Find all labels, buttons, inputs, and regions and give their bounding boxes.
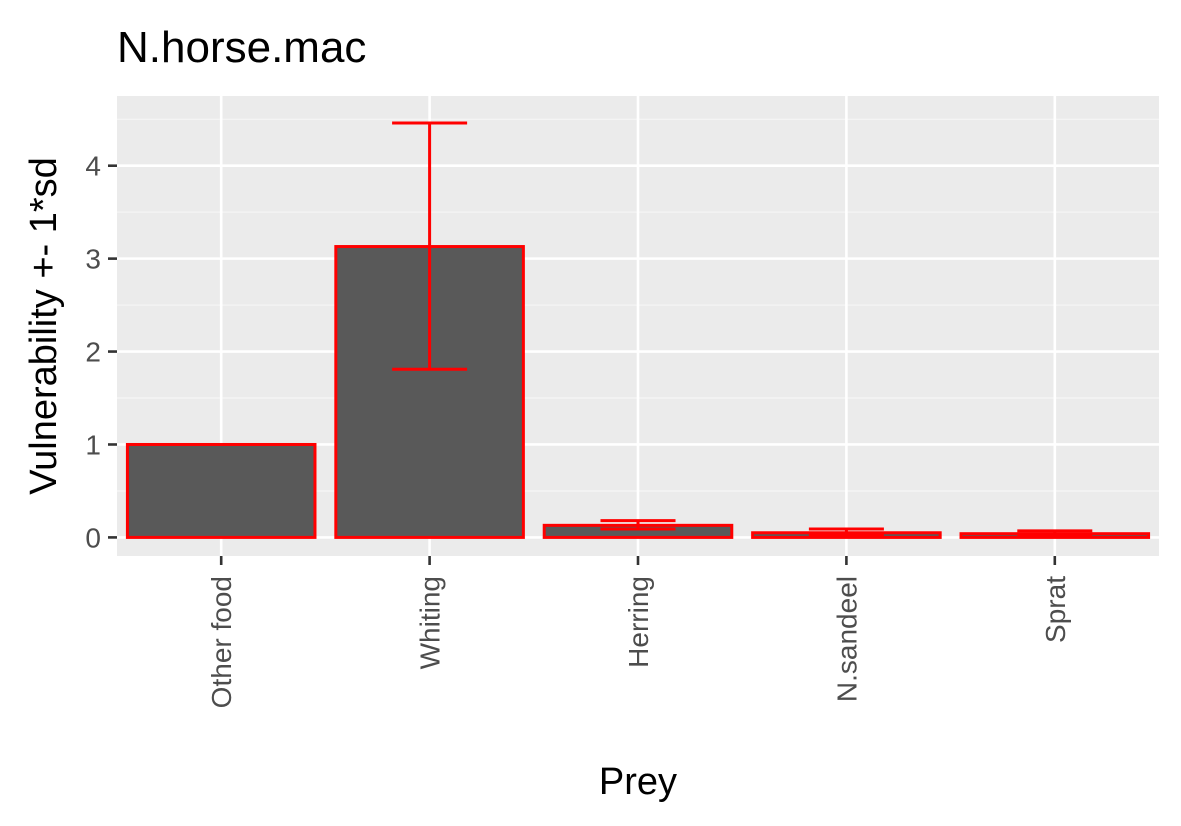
error-bar bbox=[392, 121, 468, 371]
x-tick-label: Sprat bbox=[1040, 576, 1071, 643]
y-tick-label: 3 bbox=[85, 244, 101, 275]
x-tick-label: Whiting bbox=[415, 576, 446, 669]
bar-other-food bbox=[125, 442, 317, 539]
y-tick-label: 4 bbox=[85, 151, 101, 182]
error-bar bbox=[808, 527, 884, 538]
x-tick-label: Other food bbox=[206, 576, 237, 708]
x-tick-label: Herring bbox=[623, 576, 654, 668]
x-axis-title: Prey bbox=[599, 761, 677, 803]
error-bars bbox=[392, 121, 1093, 538]
x-tick-label: N.sandeel bbox=[831, 576, 862, 702]
error-bar bbox=[600, 519, 676, 531]
y-tick-label: 2 bbox=[85, 337, 101, 368]
x-axis: Other food Whiting Herring N.sandeel Sprat bbox=[206, 556, 1071, 708]
y-tick-label: 1 bbox=[85, 429, 101, 460]
error-bar bbox=[1017, 529, 1093, 538]
y-axis-title: Vulnerability +- 1*sd bbox=[23, 157, 65, 495]
y-axis: 0 1 2 3 4 bbox=[85, 151, 117, 553]
y-tick-label: 0 bbox=[85, 522, 101, 553]
chart-title: N.horse.mac bbox=[117, 23, 366, 72]
